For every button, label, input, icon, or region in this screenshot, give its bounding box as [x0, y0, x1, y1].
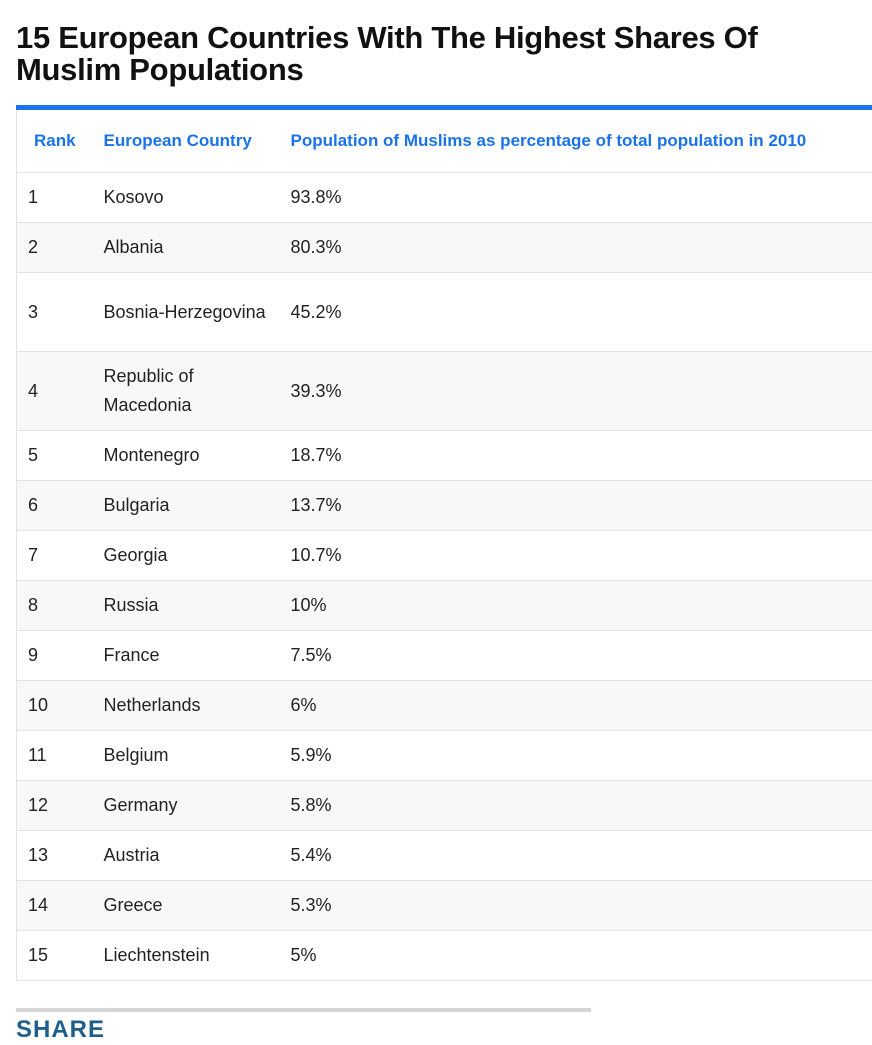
- country-cell: Montenegro: [92, 431, 279, 481]
- table-row: 10 Netherlands 6%: [17, 681, 872, 731]
- percentage-cell: 5.3%: [279, 881, 872, 931]
- table-header: Rank European Country Population of Musl…: [17, 110, 872, 173]
- table-row: 4 Republic of Macedonia 39.3%: [17, 352, 872, 431]
- page-title: 15 European Countries With The Highest S…: [16, 22, 866, 86]
- table-row: 8 Russia 10%: [17, 581, 872, 631]
- country-cell: Liechtenstein: [92, 931, 279, 981]
- table-row: 2 Albania 80.3%: [17, 223, 872, 273]
- table-body: 1 Kosovo 93.8% 2 Albania 80.3% 3 Bosnia-…: [17, 173, 872, 981]
- rank-cell: 15: [17, 931, 92, 981]
- country-cell: Belgium: [92, 731, 279, 781]
- table-row: 13 Austria 5.4%: [17, 831, 872, 881]
- country-cell: Greece: [92, 881, 279, 931]
- percentage-cell: 5.8%: [279, 781, 872, 831]
- country-cell: Bulgaria: [92, 481, 279, 531]
- country-cell: Kosovo: [92, 173, 279, 223]
- rank-cell: 11: [17, 731, 92, 781]
- rank-cell: 9: [17, 631, 92, 681]
- rank-cell: 3: [17, 273, 92, 352]
- table-row: 7 Georgia 10.7%: [17, 531, 872, 581]
- percentage-cell: 5.9%: [279, 731, 872, 781]
- percentage-cell: 13.7%: [279, 481, 872, 531]
- table-row: 5 Montenegro 18.7%: [17, 431, 872, 481]
- column-header-country[interactable]: European Country: [92, 110, 279, 173]
- table-row: 14 Greece 5.3%: [17, 881, 872, 931]
- country-cell: Austria: [92, 831, 279, 881]
- share-heading[interactable]: SHARE: [16, 1015, 105, 1045]
- rank-cell: 13: [17, 831, 92, 881]
- column-header-rank[interactable]: Rank: [17, 110, 92, 173]
- column-header-percentage[interactable]: Population of Muslims as percentage of t…: [279, 110, 872, 173]
- percentage-cell: 39.3%: [279, 352, 872, 431]
- table-row: 9 France 7.5%: [17, 631, 872, 681]
- rank-cell: 10: [17, 681, 92, 731]
- rank-cell: 8: [17, 581, 92, 631]
- data-table-container: Rank European Country Population of Musl…: [16, 105, 872, 981]
- table-row: 12 Germany 5.8%: [17, 781, 872, 831]
- muslim-population-table: Rank European Country Population of Musl…: [16, 110, 872, 981]
- country-cell: Netherlands: [92, 681, 279, 731]
- percentage-cell: 45.2%: [279, 273, 872, 352]
- rank-cell: 12: [17, 781, 92, 831]
- table-row: 11 Belgium 5.9%: [17, 731, 872, 781]
- rank-cell: 2: [17, 223, 92, 273]
- percentage-cell: 5%: [279, 931, 872, 981]
- rank-cell: 1: [17, 173, 92, 223]
- country-cell: France: [92, 631, 279, 681]
- percentage-cell: 80.3%: [279, 223, 872, 273]
- table-row: 1 Kosovo 93.8%: [17, 173, 872, 223]
- percentage-cell: 93.8%: [279, 173, 872, 223]
- percentage-cell: 10%: [279, 581, 872, 631]
- percentage-cell: 10.7%: [279, 531, 872, 581]
- rank-cell: 14: [17, 881, 92, 931]
- percentage-cell: 5.4%: [279, 831, 872, 881]
- table-row: 15 Liechtenstein 5%: [17, 931, 872, 981]
- table-row: 6 Bulgaria 13.7%: [17, 481, 872, 531]
- table-row: 3 Bosnia-Herzegovina 45.2%: [17, 273, 872, 352]
- rank-cell: 4: [17, 352, 92, 431]
- country-cell: Bosnia-Herzegovina: [92, 273, 279, 352]
- section-divider: [16, 1008, 591, 1012]
- percentage-cell: 6%: [279, 681, 872, 731]
- table-header-row: Rank European Country Population of Musl…: [17, 110, 872, 173]
- rank-cell: 5: [17, 431, 92, 481]
- rank-cell: 7: [17, 531, 92, 581]
- percentage-cell: 7.5%: [279, 631, 872, 681]
- country-cell: Germany: [92, 781, 279, 831]
- country-cell: Republic of Macedonia: [92, 352, 279, 431]
- country-cell: Georgia: [92, 531, 279, 581]
- rank-cell: 6: [17, 481, 92, 531]
- percentage-cell: 18.7%: [279, 431, 872, 481]
- country-cell: Russia: [92, 581, 279, 631]
- country-cell: Albania: [92, 223, 279, 273]
